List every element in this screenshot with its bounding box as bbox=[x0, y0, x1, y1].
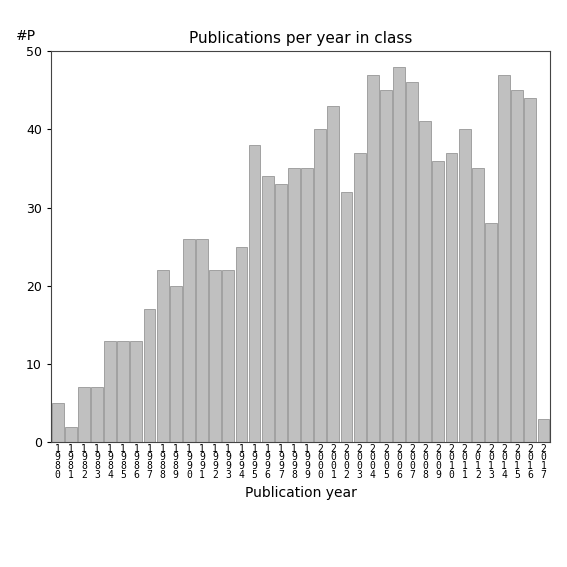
Bar bbox=[275, 184, 287, 442]
Bar bbox=[78, 387, 90, 442]
Bar bbox=[341, 192, 352, 442]
Bar bbox=[354, 153, 366, 442]
Bar bbox=[314, 129, 326, 442]
Bar bbox=[406, 82, 418, 442]
Bar bbox=[130, 341, 142, 442]
Text: #P: #P bbox=[16, 29, 36, 43]
Bar bbox=[524, 98, 536, 442]
Bar bbox=[143, 309, 155, 442]
Bar bbox=[249, 145, 260, 442]
Bar bbox=[183, 239, 195, 442]
Bar bbox=[235, 247, 247, 442]
Bar bbox=[472, 168, 484, 442]
Bar bbox=[485, 223, 497, 442]
Title: Publications per year in class: Publications per year in class bbox=[189, 31, 412, 46]
Bar bbox=[538, 419, 549, 442]
Bar bbox=[288, 168, 300, 442]
Bar bbox=[420, 121, 431, 442]
Bar bbox=[433, 160, 445, 442]
Bar bbox=[170, 286, 181, 442]
Bar bbox=[91, 387, 103, 442]
Bar bbox=[262, 176, 274, 442]
Bar bbox=[156, 270, 168, 442]
Bar bbox=[327, 106, 339, 442]
Bar bbox=[222, 270, 234, 442]
Bar bbox=[446, 153, 458, 442]
Bar bbox=[511, 90, 523, 442]
X-axis label: Publication year: Publication year bbox=[244, 485, 357, 500]
Bar bbox=[117, 341, 129, 442]
Bar bbox=[393, 67, 405, 442]
Bar bbox=[380, 90, 392, 442]
Bar bbox=[459, 129, 471, 442]
Bar bbox=[65, 426, 77, 442]
Bar bbox=[498, 74, 510, 442]
Bar bbox=[209, 270, 221, 442]
Bar bbox=[367, 74, 379, 442]
Bar bbox=[301, 168, 313, 442]
Bar bbox=[196, 239, 208, 442]
Bar bbox=[52, 403, 64, 442]
Bar bbox=[104, 341, 116, 442]
